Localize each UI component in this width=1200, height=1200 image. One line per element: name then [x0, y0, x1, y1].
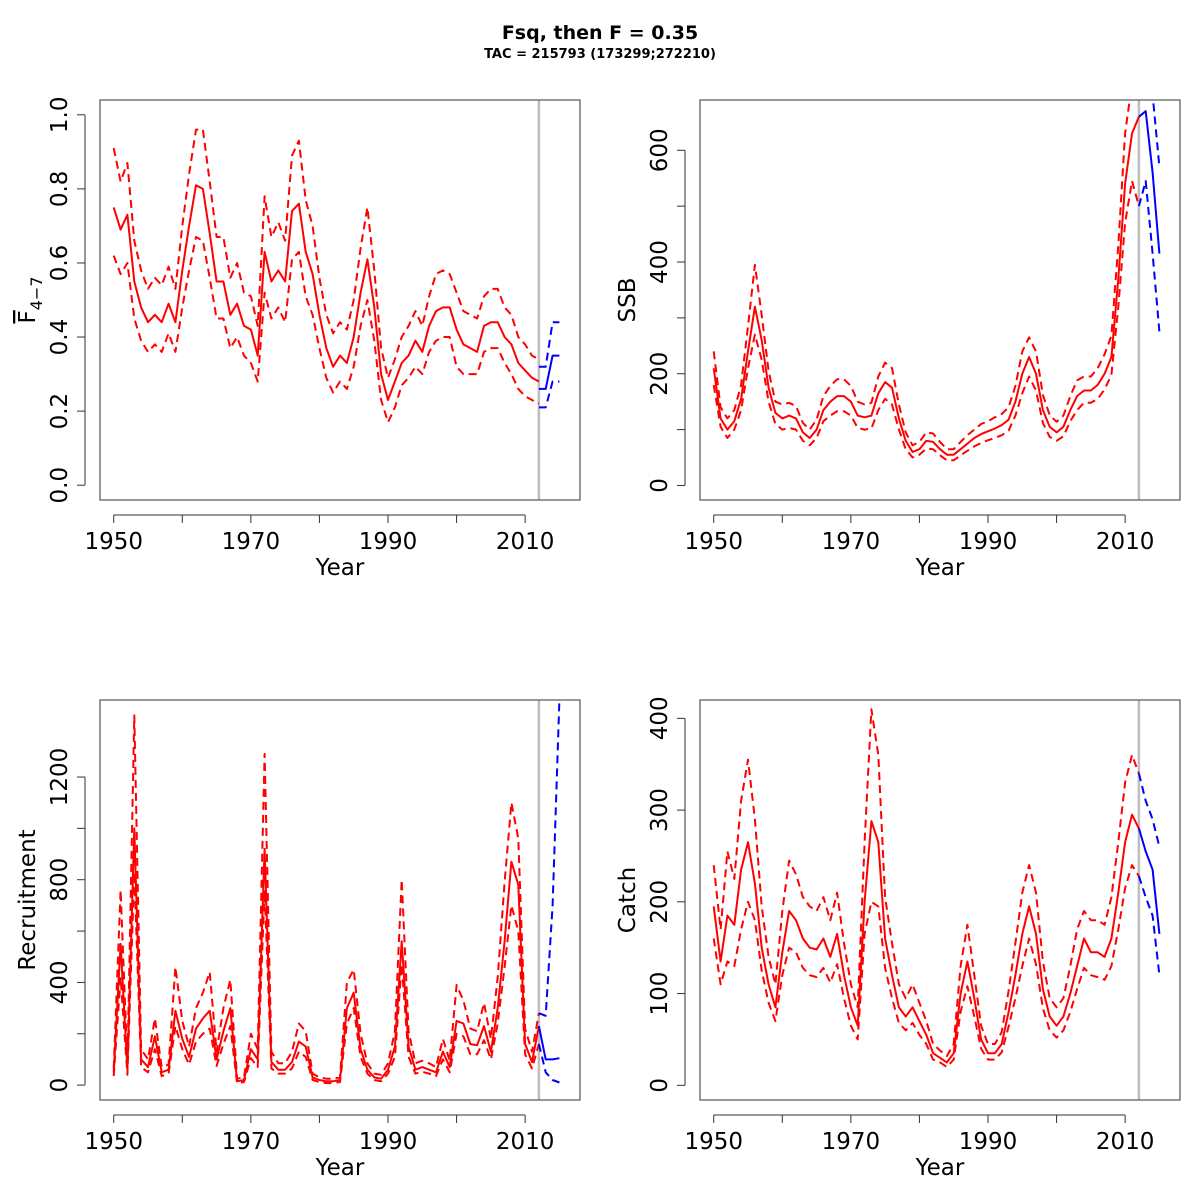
fbar-y-tick-label: 0.6	[47, 245, 73, 282]
fbar-forecast-lower-line	[538, 380, 560, 409]
recruitment-y-tick-label: 0	[47, 1078, 73, 1093]
recruitment-y-axis-label: Recruitment	[15, 829, 41, 970]
figure-title: Fsq, then F = 0.35	[501, 22, 699, 44]
catch-y-tick-label: 200	[647, 880, 673, 924]
ssb-plot-frame	[699, 99, 1181, 501]
ssb-x-tick-label: 1990	[959, 529, 1018, 555]
fbar-x-tick-label: 1950	[84, 529, 143, 555]
fbar-x-axis-label: Year	[315, 555, 365, 581]
fbar-y-tick-label: 1.0	[47, 97, 73, 134]
recruitment-forecast-mid-line	[537, 1025, 560, 1061]
catch-y-tick-label: 400	[647, 696, 673, 740]
recruitment-x-tick-label: 1950	[84, 1129, 143, 1155]
recruitment-plot-frame	[99, 699, 581, 1101]
fbar-historic-lower-line	[112, 236, 540, 424]
ssb-forecast-lower-line	[1137, 180, 1161, 332]
fbar-forecast-mid-line	[538, 354, 560, 390]
recruitment-forecast-lower-line	[537, 1043, 560, 1084]
fbar-y-tick-label: 0.4	[47, 319, 73, 356]
fbar-x-tick-label: 2010	[496, 529, 555, 555]
ssb-historic-lower-line	[712, 180, 1140, 462]
catch-y-axis-label: Catch	[615, 867, 641, 933]
fbar-y-tick-label: 0.8	[47, 171, 73, 208]
ssb-y-tick-label: 600	[647, 128, 673, 172]
ssb-y-tick-label: 200	[647, 352, 673, 396]
catch-historic-mid-line	[712, 813, 1140, 1064]
catch-historic-upper-line	[712, 708, 1140, 1057]
recruitment-forecast-upper-line	[538, 700, 561, 1017]
catch-y-tick-label: 0	[647, 1078, 673, 1093]
recruitment-x-tick-label: 1990	[359, 1129, 418, 1155]
ssb-forecast-mid-line	[1138, 110, 1161, 254]
catch-x-tick-label: 1970	[822, 1129, 881, 1155]
ssb-y-axis-label: SSB	[615, 278, 641, 323]
catch-plot-frame	[699, 699, 1181, 1101]
catch-forecast-mid-line	[1137, 828, 1161, 935]
fbar-y-label-main: F	[15, 310, 41, 323]
ssb-historic-upper-line	[712, 100, 1131, 451]
catch-x-tick-label: 1990	[959, 1129, 1018, 1155]
recruitment-y-tick-label: 400	[47, 960, 73, 1004]
recruitment-x-tick-label: 1970	[222, 1129, 281, 1155]
catch-x-axis-label: Year	[915, 1155, 965, 1181]
recruitment-historic-upper-line	[112, 714, 540, 1080]
recruitment-y-tick-label: 1200	[47, 748, 73, 807]
ssb-x-tick-label: 1950	[684, 529, 743, 555]
fbar-y-axis-label: F4−7	[15, 277, 46, 324]
ssb-x-tick-label: 1970	[822, 529, 881, 555]
catch-forecast-upper-line	[1137, 773, 1161, 848]
fbar-x-tick-label: 1990	[359, 529, 418, 555]
ssb-x-tick-label: 2010	[1096, 529, 1155, 555]
fbar-y-label-subscript: 4−7	[27, 277, 46, 311]
ssb-forecast-upper-line	[1152, 100, 1161, 168]
ssb-x-axis-label: Year	[915, 555, 965, 581]
ssb-y-tick-label: 0	[647, 478, 673, 493]
fbar-historic-upper-line	[112, 128, 540, 379]
recruitment-x-axis-label: Year	[315, 1155, 365, 1181]
ssb-historic-mid-line	[712, 116, 1140, 456]
fbar-y-tick-label: 0.0	[47, 467, 73, 504]
catch-y-tick-label: 300	[647, 788, 673, 832]
catch-y-tick-label: 100	[647, 972, 673, 1016]
catch-x-tick-label: 2010	[1096, 1129, 1155, 1155]
catch-forecast-lower-line	[1137, 875, 1161, 976]
figure-subtitle: TAC = 215793 (173299;272210)	[484, 47, 716, 62]
fbar-historic-mid-line	[112, 184, 540, 401]
ssb-y-tick-label: 400	[647, 240, 673, 284]
recruitment-x-tick-label: 2010	[496, 1129, 555, 1155]
recruitment-historic-lower-line	[112, 871, 540, 1085]
catch-x-tick-label: 1950	[684, 1129, 743, 1155]
fbar-x-tick-label: 1970	[222, 529, 281, 555]
fbar-y-tick-label: 0.2	[47, 393, 73, 430]
catch-historic-lower-line	[712, 864, 1140, 1068]
recruitment-y-tick-label: 800	[47, 858, 73, 902]
recruitment-historic-mid-line	[112, 827, 540, 1083]
fbar-forecast-upper-line	[538, 321, 560, 368]
fbar-plot-frame	[99, 99, 581, 501]
